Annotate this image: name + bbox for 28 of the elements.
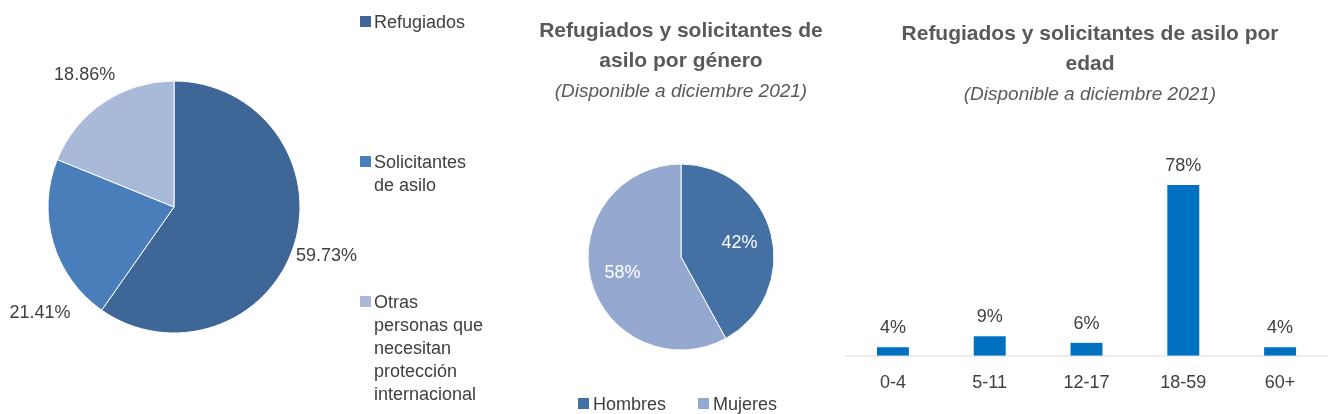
chart-subtitle: (Disponible a diciembre 2021) [554, 80, 808, 101]
x-tick-label: 60+ [1264, 372, 1296, 392]
data-label: 4% [1267, 317, 1294, 338]
bar [973, 336, 1006, 356]
chart-title: Refugiados y solicitantes de asilo por género [539, 18, 823, 71]
data-label: 21.41% [9, 302, 71, 323]
bar [1167, 185, 1200, 356]
data-label: 4% [879, 317, 906, 338]
legend-label: Otras personas que necesitan protección internacional [374, 292, 484, 404]
bar [876, 347, 909, 356]
x-tick-label: 5-11 [972, 372, 1008, 392]
legend-label: Mujeres [713, 394, 778, 414]
chart-subtitle: (Disponible a diciembre 2021) [963, 83, 1217, 104]
x-tick-label: 18-59 [1160, 372, 1207, 392]
x-tick-label: 0-4 [879, 372, 906, 392]
data-label: 42% [721, 231, 758, 252]
data-label: 78% [1165, 155, 1202, 175]
legend-label: Refugiados [374, 12, 466, 32]
data-label: 59.73% [296, 245, 358, 266]
legend-label: Hombres [593, 394, 667, 414]
x-tick-label: 12-17 [1063, 372, 1110, 392]
data-label: 6% [1073, 312, 1100, 333]
bar [1264, 347, 1297, 356]
data-label: 58% [604, 262, 641, 283]
data-label: 9% [976, 306, 1003, 327]
chart-title: Refugiados y solicitantes de asilo por edad [901, 21, 1279, 74]
data-label: 18.86% [54, 64, 116, 85]
legend-label: Solicitantes de asilo [374, 152, 467, 195]
